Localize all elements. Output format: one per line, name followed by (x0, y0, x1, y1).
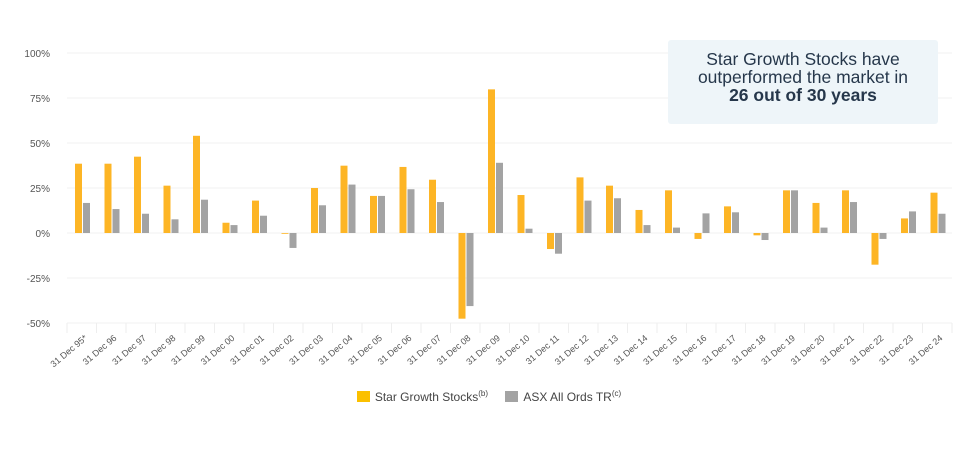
bar-star-growth (517, 195, 525, 233)
bar-star-growth (812, 202, 820, 233)
bar-star-growth (753, 233, 761, 236)
bar-star-growth (163, 185, 171, 233)
legend-sup: (b) (478, 389, 488, 398)
bar-asx (909, 211, 916, 233)
bar-asx (732, 212, 739, 233)
bar-asx (437, 202, 444, 233)
legend: Star Growth Stocks(b) ASX All Ords TR(c) (0, 389, 978, 404)
bar-star-growth (75, 163, 82, 233)
bar-asx (348, 184, 356, 233)
bar-asx (230, 225, 238, 233)
bar-asx (142, 213, 149, 233)
bar-star-growth (901, 218, 908, 233)
y-tick-label: 50% (30, 139, 50, 150)
y-tick-label: 0% (36, 229, 51, 240)
bar-asx (879, 233, 887, 239)
bar-asx (496, 162, 503, 233)
bar-asx (260, 215, 267, 233)
bar-star-growth (635, 209, 643, 233)
bar-asx (201, 199, 208, 233)
bar-star-growth (222, 222, 230, 233)
bar-asx (850, 202, 857, 233)
bar-star-growth (340, 165, 348, 233)
y-tick-label: 100% (24, 49, 50, 60)
bar-asx (378, 195, 385, 233)
bar-asx (820, 227, 828, 233)
bar-asx (673, 227, 680, 233)
y-tick-label: -50% (27, 319, 50, 330)
bar-star-growth (606, 185, 613, 233)
bar-asx (289, 233, 297, 248)
bar-star-growth (399, 166, 407, 233)
bar-asx (791, 190, 798, 233)
bar-star-growth (694, 233, 702, 239)
y-tick-label: -25% (27, 274, 50, 285)
bar-asx (584, 200, 592, 233)
bar-star-growth (576, 177, 584, 233)
bar-star-growth (842, 190, 849, 233)
legend-sup: (c) (611, 389, 622, 398)
bar-star-growth (311, 188, 318, 233)
bar-asx (761, 233, 769, 241)
bar-star-growth (871, 233, 879, 265)
callout-line-1: Star Growth Stocks have (706, 49, 900, 69)
bar-star-growth (488, 89, 495, 233)
callout-line-2: outperformed the market in (697, 67, 909, 87)
legend-swatch-star-growth (356, 391, 370, 402)
bar-star-growth (665, 190, 672, 233)
legend-swatch-asx (505, 391, 519, 402)
bar-star-growth (783, 190, 790, 233)
bar-asx (319, 205, 326, 233)
callout-highlight: 26 out of 30 years (729, 85, 877, 105)
bar-star-growth (547, 233, 554, 250)
bar-star-growth (193, 135, 200, 233)
outperformance-callout: Star Growth Stocks have outperformed the… (668, 40, 938, 124)
bar-asx (83, 202, 90, 233)
bar-star-growth (370, 195, 377, 233)
bar-asx (643, 225, 651, 233)
legend-label: ASX All Ords TR (523, 390, 612, 404)
bar-asx (614, 198, 621, 233)
y-tick-label: 25% (30, 184, 50, 195)
bar-asx (525, 228, 533, 233)
bar-asx (407, 189, 415, 233)
bar-star-growth (134, 156, 141, 233)
bar-star-growth (724, 206, 731, 233)
bar-asx (171, 219, 179, 233)
legend-label: Star Growth Stocks (374, 390, 479, 404)
bar-star-growth (930, 192, 938, 233)
bar-star-growth (458, 233, 466, 319)
bar-asx (555, 233, 562, 254)
bar-star-growth (252, 200, 259, 233)
bar-asx (112, 209, 120, 233)
legend-item-star-growth[interactable]: Star Growth Stocks(b) (356, 389, 492, 404)
bar-asx (466, 233, 474, 307)
bar-star-growth (104, 163, 112, 233)
y-tick-label: 75% (30, 94, 50, 105)
bar-asx (702, 213, 710, 233)
legend-item-asx[interactable]: ASX All Ords TR(c) (505, 389, 622, 404)
bar-star-growth (429, 179, 436, 233)
bar-asx (938, 213, 946, 233)
bar-star-growth (281, 233, 289, 234)
